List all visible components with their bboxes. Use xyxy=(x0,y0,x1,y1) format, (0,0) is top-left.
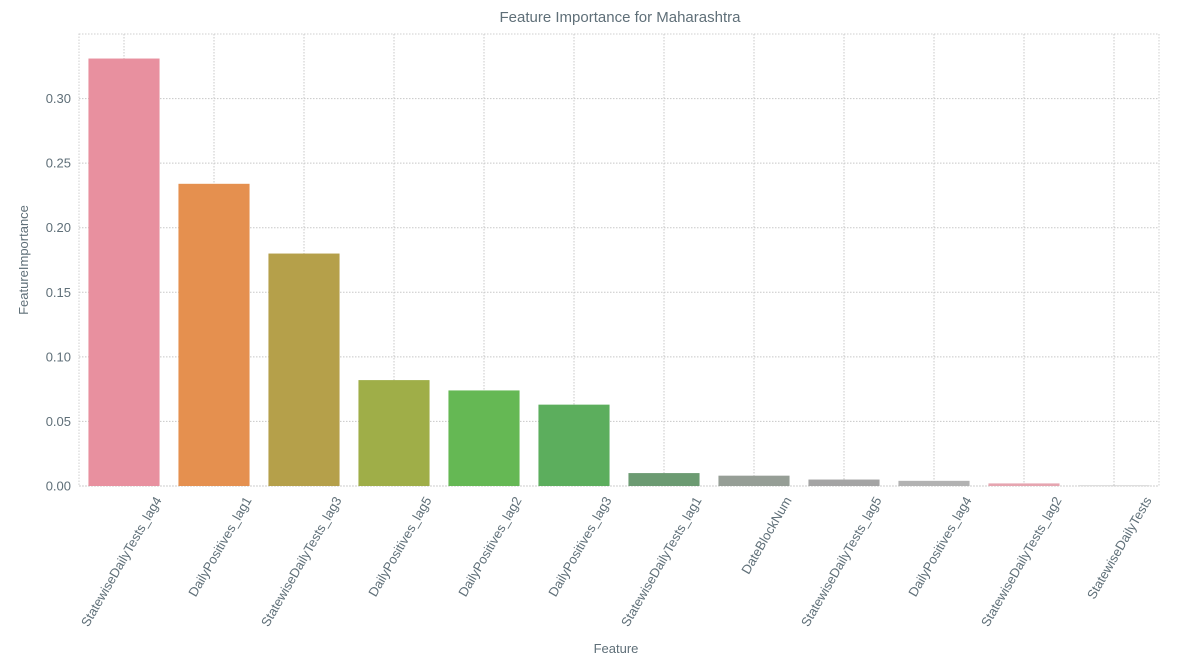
y-tick-label: 0.10 xyxy=(46,349,71,364)
y-tick-label: 0.30 xyxy=(46,91,71,106)
y-axis-label: FeatureImportance xyxy=(16,205,31,315)
y-tick-label: 0.00 xyxy=(46,479,71,494)
y-tick-label: 0.15 xyxy=(46,285,71,300)
bar xyxy=(358,380,430,486)
grid xyxy=(79,34,1159,487)
y-tick-label: 0.25 xyxy=(46,156,71,171)
plot-frame xyxy=(78,33,1160,487)
x-tick-label: DailyPositives_lag1 xyxy=(185,494,254,599)
bar xyxy=(988,483,1060,486)
bars xyxy=(88,58,1150,487)
chart-title: Feature Importance for Maharashtra xyxy=(500,9,742,26)
x-tick-label: DailyPositives_lag2 xyxy=(455,494,524,599)
x-tick-label: StatewiseDailyTests_lag1 xyxy=(618,494,705,629)
x-tick-label: StatewiseDailyTests_lag2 xyxy=(978,494,1065,629)
bar xyxy=(718,475,790,486)
y-tick-label: 0.20 xyxy=(46,220,71,235)
x-tick-label: StatewiseDailyTests_lag4 xyxy=(78,494,165,629)
x-tick-label: StatewiseDailyTests_lag3 xyxy=(258,494,345,629)
x-tick-label: StatewiseDailyTests xyxy=(1084,494,1155,602)
bar xyxy=(808,479,880,486)
bar xyxy=(1078,485,1150,487)
bar xyxy=(628,473,700,486)
bar xyxy=(538,404,610,486)
x-tick-label: StatewiseDailyTests_lag5 xyxy=(798,494,885,629)
x-tick-label: DailyPositives_lag5 xyxy=(365,494,434,599)
bar xyxy=(88,58,160,487)
y-axis-ticks: 0.00 0.05 0.10 0.15 0.20 0.25 0.30 xyxy=(46,91,71,493)
x-tick-label: DailyPositives_lag4 xyxy=(905,494,974,599)
x-tick-label: DateBlockNum xyxy=(738,494,794,577)
bar xyxy=(178,183,250,486)
bar xyxy=(898,480,970,486)
bar xyxy=(268,253,340,486)
bar xyxy=(448,390,520,486)
x-axis-ticks: StatewiseDailyTests_lag4 DailyPositives_l… xyxy=(78,494,1155,630)
y-tick-label: 0.05 xyxy=(46,414,71,429)
x-tick-label: DailyPositives_lag3 xyxy=(545,494,614,599)
x-axis-label: Feature xyxy=(594,641,639,656)
